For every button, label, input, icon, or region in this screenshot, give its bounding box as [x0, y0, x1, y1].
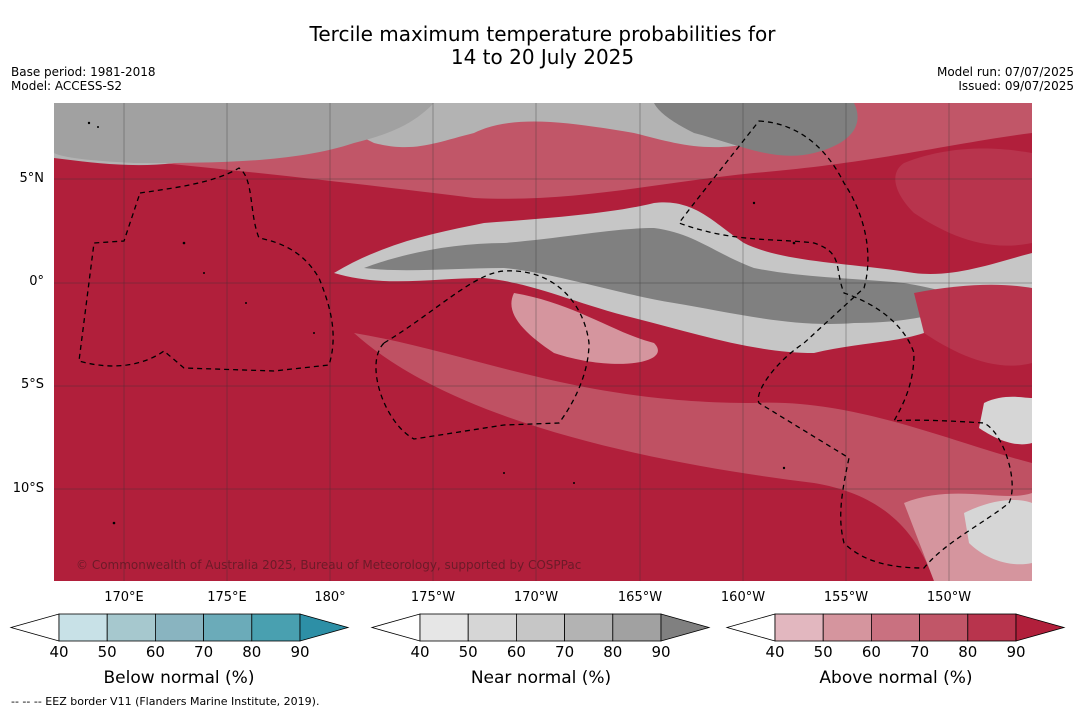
colorbar-segment [967, 613, 1017, 642]
colorbar-tick-label: 40 [49, 643, 69, 661]
near-normal-equatorial-core [364, 228, 964, 324]
colorbar-tick-label: 60 [861, 643, 881, 661]
lon-label-150w: 150°W [926, 590, 972, 605]
colorbar-tick-label: 70 [194, 643, 214, 661]
colorbar-segment [251, 613, 301, 642]
base-period: Base period: 1981-2018 [11, 65, 156, 79]
colorbar-segment [612, 613, 662, 642]
colorbar-segment [106, 613, 156, 642]
colorbar-tick-label: 90 [1006, 643, 1026, 661]
meta-left: Base period: 1981-2018 Model: ACCESS-S2 [11, 65, 156, 93]
lon-label-155w: 155°W [823, 590, 869, 605]
near-normal-north-strong [654, 103, 858, 156]
lat-label-5s: 5°S [20, 377, 44, 392]
colorbar-label-below: Below normal (%) [103, 668, 255, 688]
colorbar-segment [564, 613, 614, 642]
colorbar-segment [419, 613, 469, 642]
colorbar-segment [516, 613, 566, 642]
issued-date: Issued: 09/07/2025 [958, 79, 1074, 93]
colorbar-tick-label: 80 [958, 643, 978, 661]
colorbar-tick-label: 50 [813, 643, 833, 661]
eez-borders [78, 120, 1013, 569]
lon-label-170e: 170°E [104, 590, 144, 605]
colorbar-high-extend [660, 613, 711, 642]
copyright-notice: © Commonwealth of Australia 2025, Bureau… [76, 558, 582, 572]
colorbar-segment [58, 613, 108, 642]
colorbar-tick-label: 40 [410, 643, 430, 661]
colorbar-tick-label: 60 [145, 643, 165, 661]
colorbar-tick-label: 70 [555, 643, 575, 661]
near-normal-nw [54, 103, 434, 163]
map-svg [54, 103, 1032, 581]
map-title-line1: Tercile maximum temperature probabilitie… [309, 22, 776, 46]
colorbar-tick-label: 80 [603, 643, 623, 661]
colorbar-tick-label: 90 [290, 643, 310, 661]
graticule [54, 103, 1032, 581]
colorbar-label-above: Above normal (%) [819, 668, 973, 688]
model-name: Model: ACCESS-S2 [11, 79, 123, 93]
lat-label-10s: 10°S [12, 481, 44, 496]
above-50-patch [511, 293, 658, 364]
near-normal-se2 [964, 500, 1032, 565]
colorbar-segment [919, 613, 969, 642]
lon-label-175e: 175°E [207, 590, 247, 605]
colorbar-tick-label: 70 [910, 643, 930, 661]
lon-label-165w: 165°W [617, 590, 663, 605]
colorbar-segment [467, 613, 517, 642]
colorbar-tick-label: 50 [97, 643, 117, 661]
colorbars [9, 613, 1066, 642]
near-normal-se [979, 396, 1032, 445]
colorbar-low-extend [725, 613, 776, 642]
colorbar-low-extend [370, 613, 421, 642]
colorbar-tick-label: 80 [242, 643, 262, 661]
lat-label-5n: 5°N [19, 171, 45, 186]
colorbar-tick-label: 90 [651, 643, 671, 661]
probability-map [54, 103, 1032, 581]
colorbar-segment [871, 613, 921, 642]
model-run: Model run: 07/07/2025 [936, 65, 1074, 79]
lat-label-0: 0° [29, 274, 44, 289]
colorbar-tick-label: 50 [458, 643, 478, 661]
colorbar-segment [203, 613, 253, 642]
meta-right: Model run: 07/07/2025 Issued: 09/07/2025 [937, 65, 1074, 93]
above-80-east [895, 148, 1032, 246]
island-dots [87, 121, 796, 525]
colorbar-low-extend [9, 613, 60, 642]
lon-label-160w: 160°W [720, 590, 766, 605]
eez-footnote: -- -- -- EEZ border V11 (Flanders Marine… [11, 695, 320, 708]
colorbar-label-near: Near normal (%) [470, 668, 612, 688]
map-title-line2: 14 to 20 July 2025 [450, 45, 635, 69]
colorbar-high-extend [1015, 613, 1066, 642]
colorbar-above-normal [725, 613, 1066, 642]
colorbar-segment [822, 613, 872, 642]
lon-label-170w: 170°W [513, 590, 559, 605]
lon-label-175w: 175°W [410, 590, 456, 605]
above-80-east-south [914, 284, 1032, 366]
lon-label-180: 180° [314, 590, 346, 605]
colorbar-near-normal [370, 613, 711, 642]
above-70-south-east [354, 333, 1032, 581]
colorbar-tick-label: 60 [506, 643, 526, 661]
colorbar-below-normal [9, 613, 350, 642]
colorbar-high-extend [299, 613, 350, 642]
colorbar-tick-label: 40 [765, 643, 785, 661]
colorbar-segment [154, 613, 204, 642]
colorbar-segment [774, 613, 824, 642]
